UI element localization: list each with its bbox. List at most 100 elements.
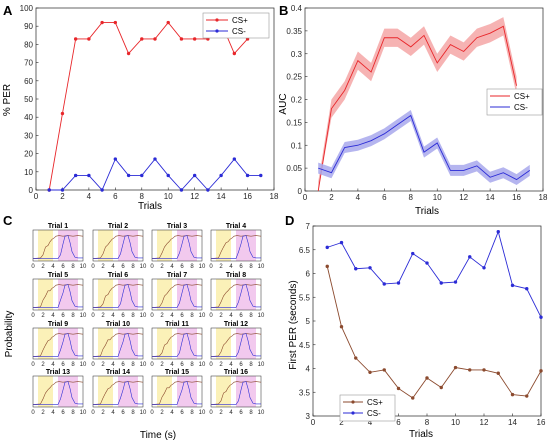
- panel-a-cs-plus-point: [192, 37, 197, 41]
- trial-cs-plus-trace: [92, 333, 144, 357]
- panel-a-legend: CS+ CS-: [202, 12, 270, 39]
- panel-d-cs-minus-point: [439, 281, 443, 285]
- trial-axes-box: [210, 375, 262, 408]
- trial-title: Trial 6: [108, 272, 128, 279]
- panel-a-ytick-label: 80: [24, 40, 33, 49]
- panel-d-cs-plus-point: [325, 264, 329, 269]
- trial-xtick-label: 6: [121, 410, 125, 416]
- panel-d-ytick-label: 3: [306, 412, 311, 421]
- panel-a-cs-plus-point: [153, 37, 157, 41]
- trial-title: Trial 2: [108, 223, 128, 230]
- trial-xtick-label: 10: [199, 313, 206, 319]
- trial-axes-box: [92, 375, 144, 408]
- panel-b-ytick-label: 0: [298, 187, 303, 196]
- trial-xtick-label: 4: [111, 410, 115, 416]
- panel-a-cs-plus-point: [60, 111, 65, 116]
- trial-cs-minus-trace: [93, 333, 143, 357]
- trial-plot: Trial 3 0 2 4 6 8 10: [150, 223, 206, 270]
- panel-d-ytick-label: 7: [306, 222, 311, 231]
- panel-a-cs-minus-point: [100, 188, 104, 192]
- trial-xtick-label: 2: [101, 362, 105, 368]
- panel-d-xtick-label: 12: [480, 418, 489, 427]
- trial-xtick-label: 4: [229, 264, 233, 270]
- trial-xtick-label: 4: [170, 362, 174, 368]
- trial-pink-window: [118, 376, 138, 407]
- trial-xtick-label: 8: [190, 313, 194, 319]
- trial-pink-window: [58, 328, 78, 359]
- trial-xtick-label: 0: [209, 313, 213, 319]
- panel-d-cs-minus-point: [453, 280, 458, 284]
- panel-b-ytick-label: 0.15: [286, 118, 302, 127]
- panel-d-legend: CS+ CS-: [339, 394, 396, 422]
- trial-yellow-window: [98, 279, 113, 310]
- trial-cs-minus-trace: [93, 235, 143, 259]
- trial-xtick-label: 6: [121, 362, 125, 368]
- trial-xtick-label: 0: [150, 410, 154, 416]
- panel-b-ytick-label: 0.1: [291, 141, 303, 150]
- trial-cs-minus-trace: [211, 381, 261, 405]
- panel-d-ytick-label: 5: [306, 317, 311, 326]
- panel-b-xtick-label: 12: [459, 193, 468, 202]
- panel-a-cs-plus-point: [166, 20, 170, 25]
- trial-xtick-label: 6: [180, 264, 184, 270]
- panel-d-ytick-label: 3.5: [299, 388, 311, 397]
- panel-d-xtick-label: 4: [368, 418, 373, 427]
- panel-a-ytick-label: 20: [24, 150, 33, 159]
- trial-pink-window: [177, 328, 197, 359]
- panel-a-ylabel: % PER: [2, 84, 13, 116]
- panel-d-xtick-label: 14: [508, 418, 517, 427]
- panel-a-cs-minus-point: [140, 173, 144, 178]
- panel-a-cs-minus-point: [113, 157, 118, 161]
- trial-xtick-label: 4: [51, 410, 55, 416]
- panel-d-cs-plus-point: [396, 386, 401, 391]
- trial-cs-minus-trace: [152, 235, 202, 259]
- trial-title: Trial 10: [106, 321, 130, 328]
- panel-b-xtick-label: 2: [329, 193, 334, 202]
- trial-yellow-window: [98, 376, 113, 407]
- trial-title: Trial 3: [167, 223, 187, 230]
- trial-xtick-label: 8: [249, 264, 253, 270]
- panel-a-cs-minus-point: [219, 173, 223, 178]
- trial-title: Trial 11: [165, 321, 189, 328]
- panel-d-cs-plus-point: [539, 369, 543, 373]
- panel-d-cs-plus-line: [326, 266, 542, 399]
- panel-a-cs-plus-line: [48, 21, 248, 191]
- trial-xtick-label: 6: [239, 313, 243, 319]
- panel-d-cs-minus-point: [339, 240, 344, 245]
- panel-b-xtick-label: 14: [486, 193, 495, 202]
- trial-plot: Trial 6 0 2 4 6 8 10: [91, 272, 147, 319]
- trial-cs-plus-trace: [92, 381, 144, 405]
- panel-a-ytick-label: 60: [24, 77, 33, 86]
- panel-d-cs-minus-point: [425, 261, 429, 265]
- panel-letter-c: C: [3, 213, 13, 228]
- trial-plot: Trial 9 0 2 4 6 8 10: [31, 321, 87, 368]
- trial-axes-box: [151, 229, 203, 262]
- trial-plot: Trial 13 0 2 4 6 8 10: [31, 369, 87, 416]
- trial-yellow-window: [38, 230, 53, 261]
- trial-plot: Trial 15 0 2 4 6 8 10: [150, 369, 206, 416]
- panel-a-cs-minus-point: [245, 173, 250, 178]
- trial-xtick-label: 2: [41, 313, 45, 319]
- trial-xtick-label: 6: [121, 264, 125, 270]
- panel-d: 0 2 4 6 8 10 12 14 16 3 3.5 4 4.5 5 5.5 6 6.5 7: [299, 222, 546, 427]
- trial-xtick-label: 2: [160, 410, 164, 416]
- panel-letter-d: D: [285, 213, 294, 228]
- trial-plot: Trial 4 0 2 4 6 8 10: [209, 223, 265, 270]
- trial-cs-plus-trace: [151, 381, 203, 405]
- panel-a-xlabel: Trials: [138, 201, 162, 212]
- trial-axes-box: [210, 327, 262, 360]
- panel-d-xtick-label: 0: [311, 418, 316, 427]
- trial-cs-plus-trace: [210, 333, 262, 357]
- panel-letter-b: B: [279, 3, 288, 18]
- trial-pink-window: [236, 376, 256, 407]
- panel-d-xtick-label: 6: [396, 418, 401, 427]
- panel-d-ylabel: First PER (seconds): [288, 280, 299, 369]
- panel-d-xlabel: Trials: [409, 429, 433, 440]
- trial-cs-plus-trace: [210, 235, 262, 259]
- panel-d-cs-plus-point: [525, 394, 529, 398]
- trial-title: Trial 1: [48, 223, 68, 230]
- trial-plot: Trial 14 0 2 4 6 8 10: [91, 369, 147, 416]
- trial-xtick-label: 8: [131, 362, 135, 368]
- trial-xtick-label: 6: [180, 362, 184, 368]
